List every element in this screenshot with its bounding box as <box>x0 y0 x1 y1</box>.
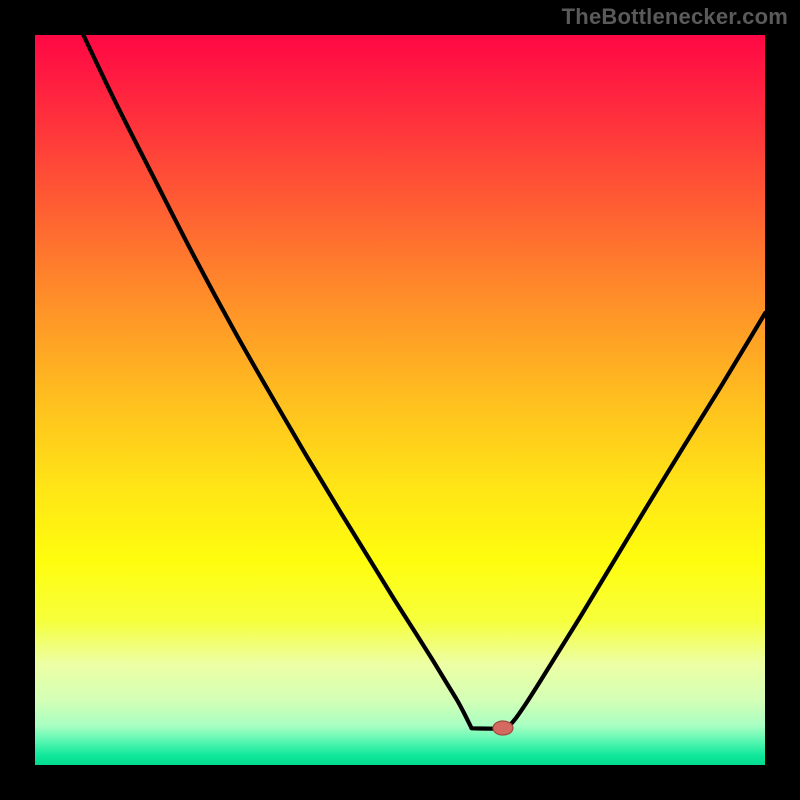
minimum-marker <box>493 721 513 735</box>
gradient-background <box>34 34 766 766</box>
bottleneck-curve-chart <box>0 0 800 800</box>
watermark-text: TheBottlenecker.com <box>562 4 788 30</box>
chart-frame: TheBottlenecker.com <box>0 0 800 800</box>
